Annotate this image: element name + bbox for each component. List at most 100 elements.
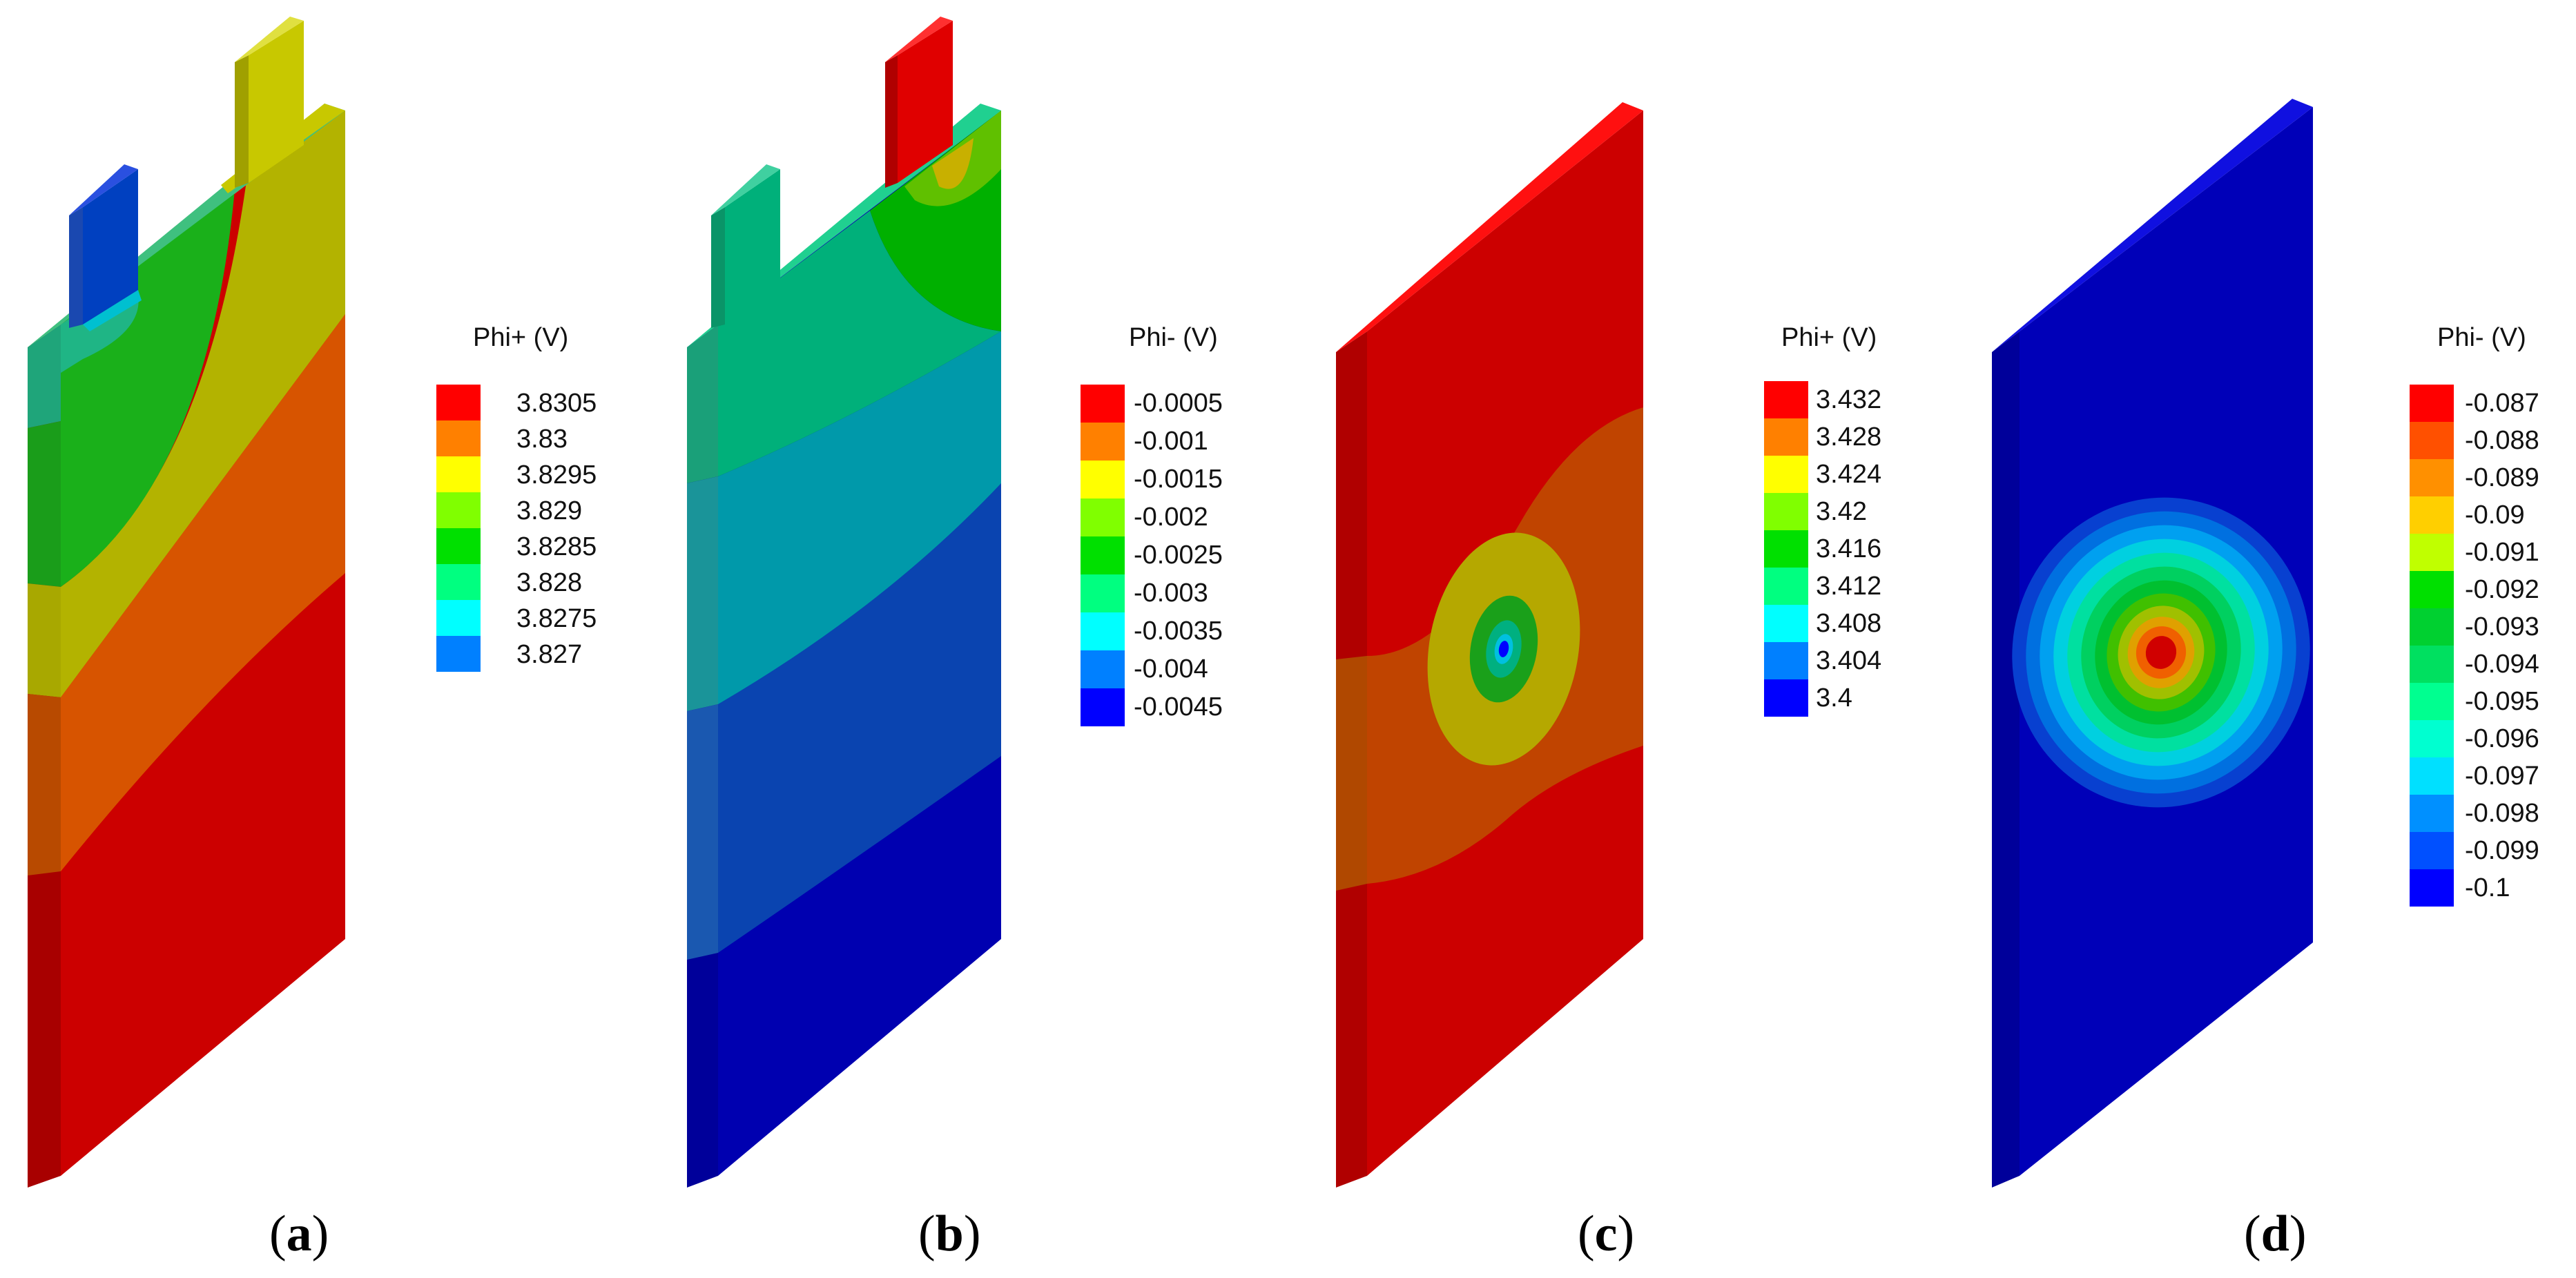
battery-cell-model-b [687,17,1001,1188]
legend-swatch [1764,530,1808,568]
legend-swatch [2410,534,2454,571]
legend-tick-label: -0.092 [2465,575,2539,605]
legend-swatch [436,492,481,528]
positive-tab-side [235,55,249,188]
legend-tick-label: 3.416 [1816,534,1882,564]
positive-tab-top [235,17,304,62]
legend-tick-label: 3.432 [1816,385,1882,415]
negative-tab-top [711,164,780,215]
legend-tick-label: -0.089 [2465,463,2539,493]
legend-swatch [436,420,481,456]
legend-swatch [1764,381,1808,418]
legend-tick-label: 3.42 [1816,497,1867,527]
cell-side-band-3 [687,704,718,960]
legend-tick-label: -0.1 [2465,873,2510,903]
legend-swatch [2410,869,2454,907]
contour-band-yellow [61,110,345,697]
panel-c: Phi+ (V) 3.432 3.428 3.424 3.42 3.416 3.412 3.… [1284,0,1930,1278]
cell-side-band-3 [28,583,61,697]
legend-tick-label: 3.827 [516,639,583,669]
legend-swatch [2410,795,2454,832]
negative-tab-side [69,207,83,328]
legend-swatch [2410,757,2454,795]
negative-tab-front [83,169,138,325]
negative-tab-side [711,207,725,328]
legend-swatch [1081,461,1125,498]
contour-core [2145,636,2177,669]
cell-side-band-1 [687,325,718,483]
legend-tick-label: -0.094 [2465,650,2539,679]
legend-tick-label: -0.088 [2465,426,2539,456]
positive-tab-front [898,21,953,183]
legend-tick-label: 3.4 [1816,684,1852,713]
legend-swatch [2410,683,2454,720]
legend-swatch [436,600,481,636]
legend-swatch [1081,574,1125,612]
legend-color-bar [436,385,481,672]
cell-side-band-4 [28,694,61,875]
legend-tick-label: -0.097 [2465,762,2539,791]
contour-band-orange [61,314,345,871]
legend-tick-label: 3.829 [516,496,583,525]
legend-swatch [2410,459,2454,496]
legend-tick-label: -0.0005 [1134,389,1223,418]
legend-swatch [1081,423,1125,461]
legend-tick-label: -0.095 [2465,687,2539,717]
legend-tick-label: -0.0015 [1134,465,1223,494]
contour-band-teal [718,211,1001,476]
legend-tick-label: -0.0035 [1134,617,1223,646]
cell-side-band-2 [687,476,718,711]
legend-swatch [1081,385,1125,423]
legend-swatch [2410,422,2454,459]
legend-swatch [1764,568,1808,605]
cell-side-band-1 [28,325,61,428]
legend-swatch [1764,642,1808,679]
battery-cell-model-c [1336,102,1643,1188]
legend-swatch [436,564,481,600]
legend-swatch [1081,536,1125,574]
legend-title: Phi- (V) [2437,323,2526,352]
legend-tick-label: -0.099 [2465,836,2539,866]
legend-swatch [436,636,481,672]
panel-label: (c) [1578,1206,1635,1262]
legend-swatch [1764,418,1808,456]
legend-swatch [1764,456,1808,493]
legend-swatch [2410,385,2454,422]
legend-swatch [1081,688,1125,726]
positive-tab-side [885,55,898,188]
legend-tick-label: 3.8305 [516,388,597,418]
legend-tick-label: -0.004 [1134,655,1208,684]
panel-label: (b) [918,1206,981,1262]
legend-tick-label: 3.8275 [516,603,597,633]
legend-tick-label: -0.091 [2465,538,2539,568]
cell-side-band-2 [28,421,61,587]
legend-swatch [436,528,481,564]
panel-d: Phi- (V) -0.087 -0.088 -0.089 -0.09 -0.091 -0… [1930,0,2576,1278]
legend-tick-label: -0.087 [2465,389,2539,418]
legend-swatch [2410,832,2454,869]
legend-swatch [2410,720,2454,757]
contour-band-yellow [932,138,974,189]
legend-swatch [1081,650,1125,688]
legend-tick-label: 3.83 [516,424,568,454]
legend-tick-label: 3.8295 [516,460,597,490]
legend-tick-label: -0.002 [1134,503,1208,532]
legend-tick-label: -0.001 [1134,427,1208,456]
contour-band-darkblue [718,483,1001,953]
cell-side-band [1336,656,1367,891]
legend-color-bar [1081,385,1125,726]
legend-swatch [2410,608,2454,646]
contour-band-cyan [718,331,1001,704]
legend-title: Phi+ (V) [1781,323,1877,352]
legend-tick-label: -0.0025 [1134,541,1223,570]
legend-title: Phi- (V) [1129,323,1218,352]
battery-cell-model-d [1992,99,2313,1188]
legend-tick-label: -0.003 [1134,579,1208,608]
legend-swatch [1764,605,1808,642]
legend-tick-label: 3.828 [516,568,583,597]
legend-tick-label: 3.8285 [516,532,597,561]
legend-swatch [436,385,481,420]
battery-cell-model-a [28,17,345,1188]
legend-swatch [2410,646,2454,683]
legend-tick-label: 3.404 [1816,646,1882,676]
